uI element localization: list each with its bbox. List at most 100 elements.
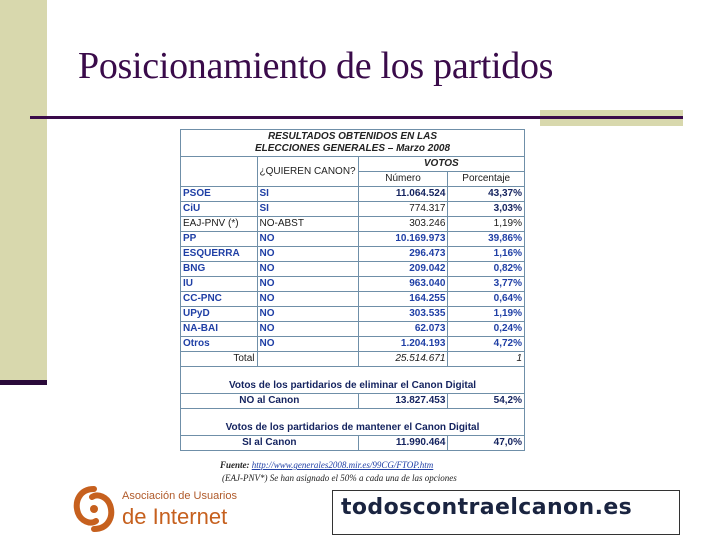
aui-swirl-icon	[73, 486, 115, 532]
numero-cell: 209.042	[357, 261, 449, 277]
eliminar-title-row: Votos de los partidarios de eliminar el …	[180, 379, 525, 394]
aui-logo-line2: de Internet	[122, 504, 228, 529]
table-title-line1: RESULTADOS OBTENIDOS EN LAS	[267, 131, 438, 142]
eliminar-porcentaje: 54,2%	[447, 393, 525, 409]
total-empty	[256, 351, 359, 367]
table-row: PP NO 10.169.973 39,86%	[180, 231, 525, 247]
party-cell: CiU	[180, 201, 258, 217]
porcentaje-cell: 0,24%	[447, 321, 525, 337]
canon-cell: NO	[256, 321, 359, 337]
table-header-row: ¿QUIEREN CANON? VOTOS	[180, 156, 526, 187]
mantener-label: SI al Canon	[180, 435, 359, 451]
table-row: ESQUERRA NO 296.473 1,16%	[180, 246, 525, 262]
table-row: CC-PNC NO 164.255 0,64%	[180, 291, 525, 307]
eliminar-title: Votos de los partidarios de eliminar el …	[180, 379, 525, 394]
porcentaje-cell: 39,86%	[447, 231, 525, 247]
porcentaje-cell: 1,19%	[447, 216, 525, 232]
porcentaje-cell: 3,03%	[447, 201, 525, 217]
party-cell: IU	[180, 276, 258, 292]
mantener-porcentaje: 47,0%	[447, 435, 525, 451]
eliminar-numero: 13.827.453	[357, 393, 449, 409]
total-porcentaje: 1	[447, 351, 525, 367]
canon-cell: NO	[256, 306, 359, 322]
numero-cell: 963.040	[357, 276, 449, 292]
slide-side-bar	[0, 0, 47, 385]
todoscontraelcanon-text: todoscontraelcanon.es	[341, 495, 633, 520]
porcentaje-cell: 0,82%	[447, 261, 525, 277]
aui-logo: Asociación de Usuarios de Internet	[70, 483, 240, 535]
canon-cell: NO-ABST	[256, 216, 359, 232]
header-empty	[180, 156, 258, 187]
party-cell: ESQUERRA	[180, 246, 258, 262]
porcentaje-cell: 1,16%	[447, 246, 525, 262]
aui-logo-line1: Asociación de Usuarios	[122, 490, 237, 502]
table-title: RESULTADOS OBTENIDOS EN LAS ELECCIONES G…	[180, 129, 525, 157]
party-cell: PSOE	[180, 186, 258, 202]
numero-cell: 164.255	[357, 291, 449, 307]
party-cell: EAJ-PNV (*)	[180, 216, 258, 232]
table-row: CiU SI 774.317 3,03%	[180, 201, 525, 217]
party-cell: NA-BAI	[180, 321, 258, 337]
canon-cell: NO	[256, 261, 359, 277]
canon-cell: NO	[256, 291, 359, 307]
eliminar-row: NO al Canon 13.827.453 54,2%	[180, 393, 525, 409]
slide-side-accent	[0, 380, 47, 385]
header-votos: VOTOS	[357, 156, 526, 172]
party-cell: BNG	[180, 261, 258, 277]
porcentaje-cell: 0,64%	[447, 291, 525, 307]
mantener-title-row: Votos de los partidarios de mantener el …	[180, 421, 525, 436]
source-link[interactable]: http://www.generales2008.mir.es/99CG/FTO…	[251, 460, 434, 470]
results-table: RESULTADOS OBTENIDOS EN LAS ELECCIONES G…	[180, 129, 526, 451]
table-subheader-row: Número Porcentaje	[181, 171, 525, 187]
party-cell: PP	[180, 231, 258, 247]
numero-cell: 296.473	[357, 246, 449, 262]
party-cell: UPyD	[180, 306, 258, 322]
todoscontraelcanon-logo: todoscontraelcanon.es	[332, 490, 680, 535]
numero-cell: 774.317	[357, 201, 449, 217]
spacer-row	[180, 366, 525, 379]
porcentaje-cell: 43,37%	[447, 186, 525, 202]
footnote: (EAJ-PNV*) Se han asignado el 50% a cada…	[222, 473, 457, 483]
numero-cell: 10.169.973	[357, 231, 449, 247]
title-underline-accent	[540, 110, 683, 126]
table-row: Otros NO 1.204.193 4,72%	[180, 336, 525, 352]
header-numero: Número	[357, 171, 449, 187]
numero-cell: 303.535	[357, 306, 449, 322]
table-title-row: RESULTADOS OBTENIDOS EN LAS ELECCIONES G…	[180, 129, 525, 157]
table-row: IU NO 963.040 3,77%	[180, 276, 525, 292]
canon-cell: SI	[256, 186, 359, 202]
total-label: Total	[180, 351, 258, 367]
porcentaje-cell: 4,72%	[447, 336, 525, 352]
canon-cell: NO	[256, 246, 359, 262]
total-numero: 25.514.671	[357, 351, 449, 367]
title-underline	[30, 116, 540, 119]
table-row: PSOE SI 11.064.524 43,37%	[180, 186, 525, 202]
mantener-numero: 11.990.464	[357, 435, 449, 451]
table-row: UPyD NO 303.535 1,19%	[180, 306, 525, 322]
total-row: Total 25.514.671 1	[180, 351, 525, 367]
spacer-row	[180, 408, 525, 421]
eliminar-label: NO al Canon	[180, 393, 359, 409]
table-row: NA-BAI NO 62.073 0,24%	[180, 321, 525, 337]
header-quieren-canon: ¿QUIEREN CANON?	[256, 156, 359, 187]
numero-cell: 62.073	[357, 321, 449, 337]
table-row: BNG NO 209.042 0,82%	[180, 261, 525, 277]
party-cell: Otros	[180, 336, 258, 352]
table-title-line2: ELECCIONES GENERALES – Marzo 2008	[254, 143, 451, 154]
numero-cell: 1.204.193	[357, 336, 449, 352]
party-cell: CC-PNC	[180, 291, 258, 307]
header-porcentaje: Porcentaje	[447, 171, 525, 187]
mantener-title: Votos de los partidarios de mantener el …	[180, 421, 525, 436]
source-label: Fuente:	[220, 460, 250, 470]
slide-title: Posicionamiento de los partidos	[78, 45, 554, 87]
table-row: EAJ-PNV (*) NO-ABST 303.246 1,19%	[180, 216, 525, 232]
canon-cell: SI	[256, 201, 359, 217]
canon-cell: NO	[256, 276, 359, 292]
numero-cell: 11.064.524	[357, 186, 449, 202]
canon-cell: NO	[256, 336, 359, 352]
source-note: Fuente: http://www.generales2008.mir.es/…	[220, 460, 433, 470]
porcentaje-cell: 1,19%	[447, 306, 525, 322]
canon-cell: NO	[256, 231, 359, 247]
numero-cell: 303.246	[357, 216, 449, 232]
porcentaje-cell: 3,77%	[447, 276, 525, 292]
